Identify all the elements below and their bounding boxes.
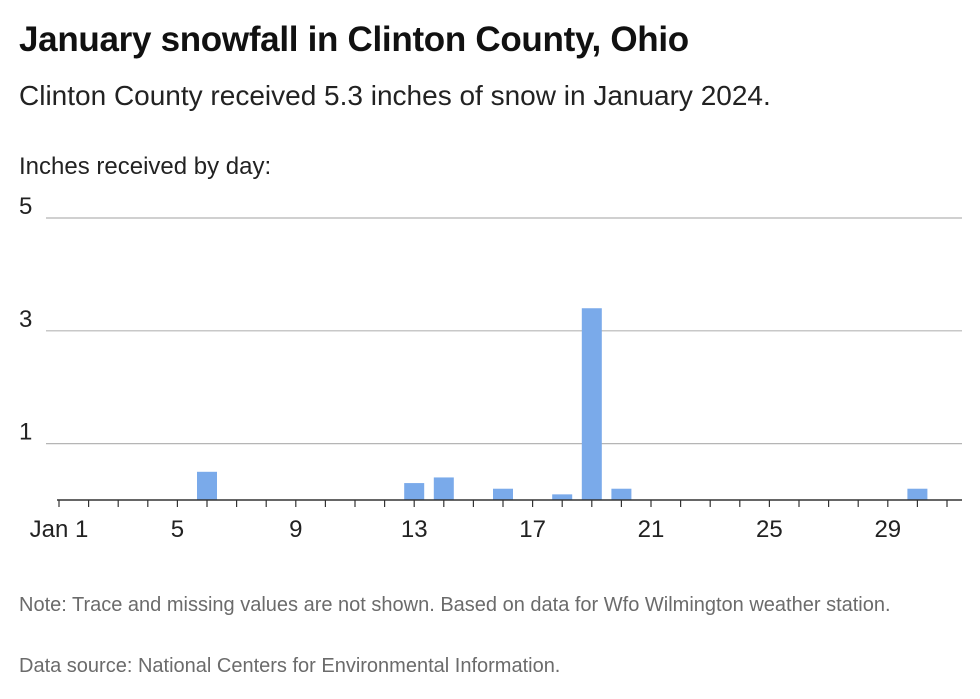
y-tick-label-5: 5	[19, 193, 32, 220]
bar-day-19	[581, 308, 602, 500]
x-tick-label-17: 17	[519, 516, 546, 543]
y-axis-label: Inches received by day:	[19, 153, 272, 180]
x-tick-label-5: 5	[171, 516, 184, 543]
bar-day-30	[907, 488, 928, 500]
bar-day-18	[552, 494, 573, 500]
data-source: Data source: National Centers for Enviro…	[19, 655, 561, 677]
y-tick-label-1: 1	[19, 419, 32, 446]
x-tick-label-1: Jan 1	[30, 516, 89, 543]
bars	[197, 308, 928, 500]
bar-day-6	[197, 471, 217, 500]
y-tick-label-3: 3	[19, 306, 32, 333]
chart-note: Note: Trace and missing values are not s…	[19, 594, 891, 616]
x-tick-label-21: 21	[638, 516, 665, 543]
x-axis: Jan 1 5 9 13 17 21 25 29	[30, 499, 962, 543]
x-tick-label-29: 29	[874, 516, 901, 543]
chart-title: January snowfall in Clinton County, Ohio	[19, 20, 689, 59]
x-tick-label-9: 9	[289, 516, 302, 543]
x-tick-label-13: 13	[401, 516, 428, 543]
chart-subtitle: Clinton County received 5.3 inches of sn…	[19, 80, 771, 111]
bar-day-20	[611, 488, 632, 500]
x-tick-label-25: 25	[756, 516, 783, 543]
gridlines	[46, 217, 962, 445]
bar-day-13	[404, 483, 425, 500]
bar-day-14	[433, 477, 454, 500]
y-tick-labels: 1 3 5	[19, 193, 32, 446]
bar-day-16	[493, 488, 513, 500]
snowfall-bar-chart: 135 Jan 1 5 9 13 17 21 25 29	[19, 193, 962, 543]
